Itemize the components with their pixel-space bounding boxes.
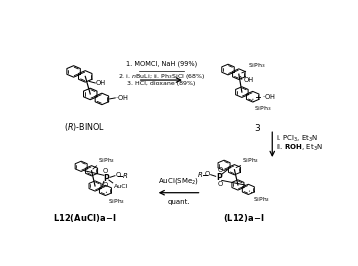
Text: SiPh$_3$: SiPh$_3$ bbox=[108, 197, 125, 206]
Text: 2. i. $n$BuLi; ii. Ph$_3$SiCl (68%): 2. i. $n$BuLi; ii. Ph$_3$SiCl (68%) bbox=[118, 72, 205, 81]
Text: O: O bbox=[218, 181, 223, 188]
Text: R: R bbox=[198, 172, 202, 178]
Text: AuCl(SMe$_2$): AuCl(SMe$_2$) bbox=[158, 176, 199, 186]
Text: $\cdot$OH: $\cdot$OH bbox=[262, 92, 276, 101]
Text: O: O bbox=[204, 171, 210, 177]
Text: P: P bbox=[216, 173, 222, 182]
Text: AuCl: AuCl bbox=[113, 184, 128, 189]
Text: SiPh$_3$: SiPh$_3$ bbox=[242, 156, 259, 165]
Text: 3: 3 bbox=[254, 124, 260, 134]
Text: 1. MOMCl, NaH (99%): 1. MOMCl, NaH (99%) bbox=[126, 60, 197, 67]
Text: quant.: quant. bbox=[168, 199, 190, 205]
Text: ii. $\mathbf{ROH}$, Et$_3$N: ii. $\mathbf{ROH}$, Et$_3$N bbox=[276, 143, 324, 153]
Text: OH: OH bbox=[244, 77, 254, 83]
Text: SiPh$_3$: SiPh$_3$ bbox=[254, 104, 272, 113]
Text: SiPh$_3$: SiPh$_3$ bbox=[253, 196, 271, 205]
Text: 3. HCl, dioxane (89%): 3. HCl, dioxane (89%) bbox=[127, 81, 195, 86]
Text: ($\it{R}$)-BINOL: ($\it{R}$)-BINOL bbox=[64, 121, 106, 133]
Text: P: P bbox=[104, 174, 110, 183]
Text: i. PCl$_3$, Et$_3$N: i. PCl$_3$, Et$_3$N bbox=[276, 133, 319, 144]
Text: O: O bbox=[103, 168, 108, 174]
Text: $\cdot$OH: $\cdot$OH bbox=[116, 93, 129, 102]
Text: O: O bbox=[218, 167, 223, 173]
Text: O: O bbox=[103, 182, 108, 189]
Text: O: O bbox=[116, 172, 121, 178]
Text: OH: OH bbox=[96, 80, 106, 86]
Text: R: R bbox=[123, 173, 128, 179]
Text: SiPh$_3$: SiPh$_3$ bbox=[98, 156, 115, 165]
Text: $\mathbf{(L12)a\!-\!l}$: $\mathbf{(L12)a\!-\!l}$ bbox=[223, 213, 266, 225]
Text: SiPh$_3$: SiPh$_3$ bbox=[248, 61, 266, 70]
Text: $\mathbf{L12(AuCl)a}$$\mathbf{\!-\!l}$: $\mathbf{L12(AuCl)a}$$\mathbf{\!-\!l}$ bbox=[53, 213, 117, 225]
